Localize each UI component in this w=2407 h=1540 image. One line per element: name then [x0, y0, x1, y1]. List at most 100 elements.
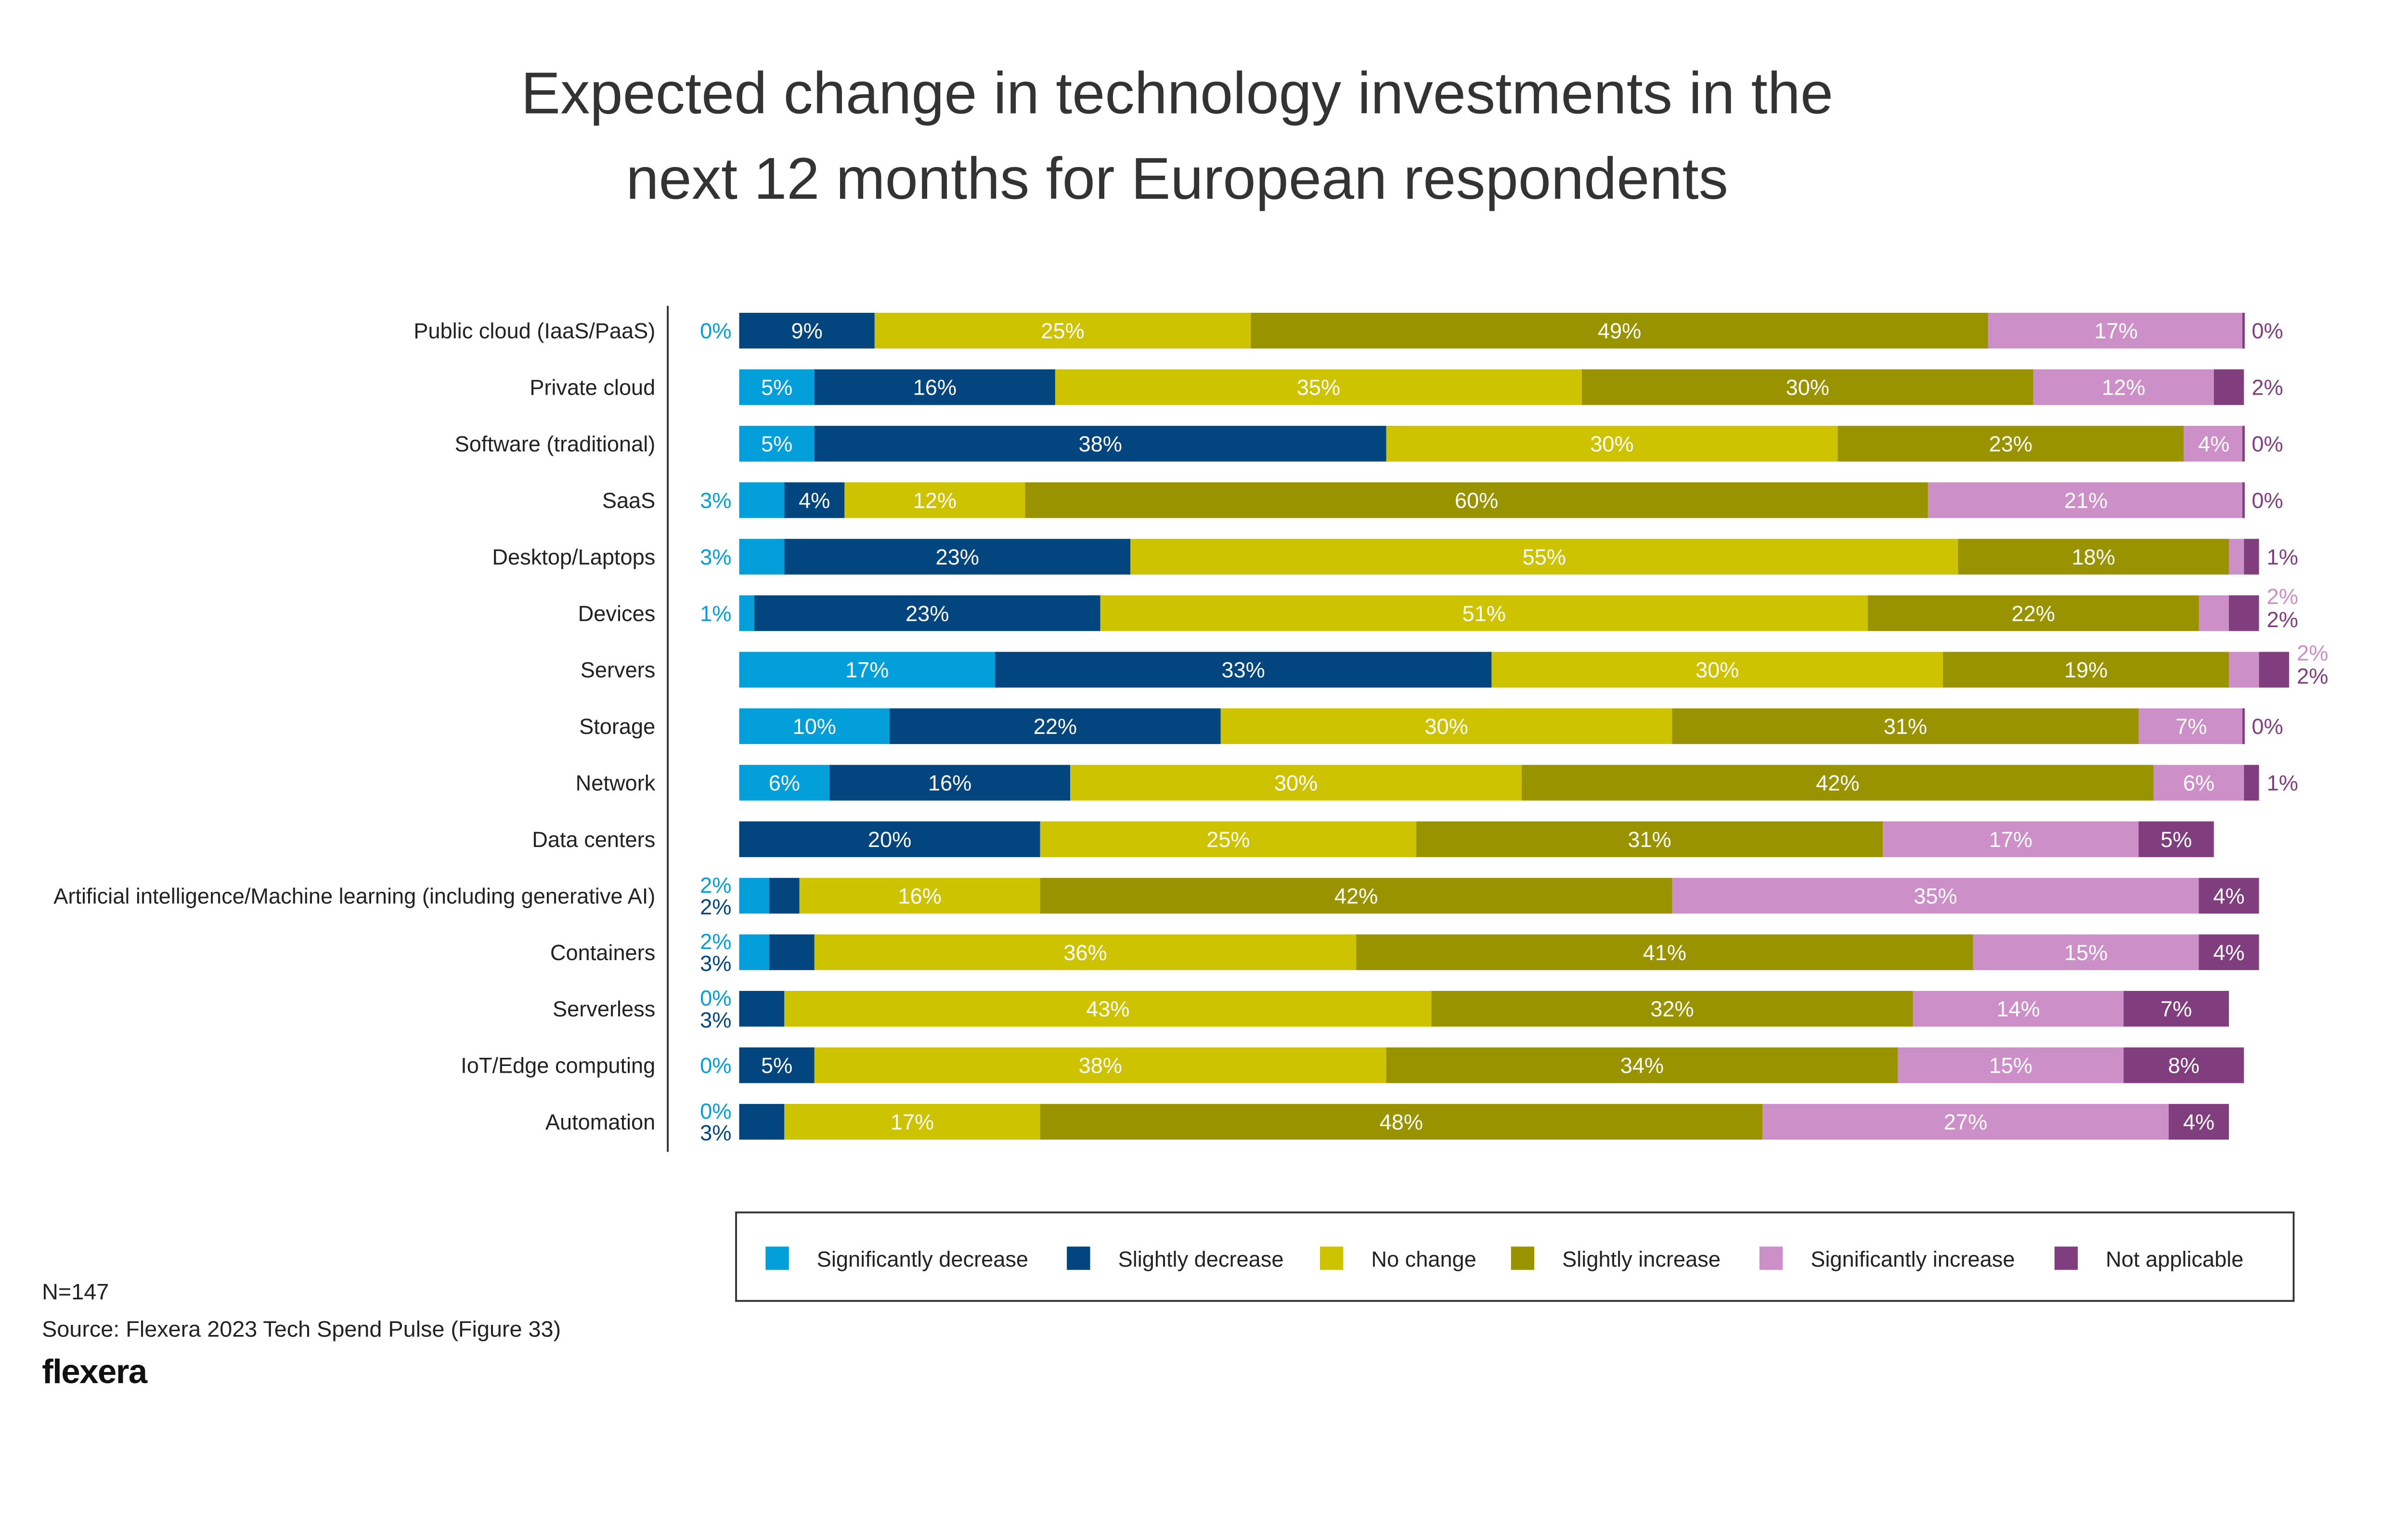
legend-label: Significantly increase	[1811, 1247, 2015, 1271]
data-label: 7%	[2161, 997, 2192, 1021]
bar-segment-significantly-increase	[2229, 539, 2244, 575]
outside-data-label: 0%	[2252, 432, 2283, 456]
bar-segment-not-applicable	[2168, 1104, 2229, 1140]
bar-segment-no-change	[1220, 708, 1672, 744]
outside-data-label: 2%	[2252, 375, 2283, 400]
bar-segment-no-change	[814, 934, 1357, 970]
bar-segment-slightly-increase	[1943, 652, 2229, 688]
data-label: 17%	[891, 1110, 934, 1134]
bar-segment-significantly-increase	[2138, 708, 2244, 744]
data-label: 22%	[1034, 714, 1077, 739]
data-label: 22%	[2011, 601, 2055, 626]
bar-segment-significantly-decrease	[739, 652, 995, 688]
bar-segment-slightly-increase	[1431, 991, 1913, 1027]
data-label: 38%	[1078, 432, 1122, 456]
chart-title-line-1: Expected change in technology investment…	[521, 60, 1833, 126]
data-label: 35%	[1914, 884, 1957, 908]
data-label: 60%	[1455, 488, 1498, 513]
bar-segment-significantly-decrease	[739, 595, 754, 631]
bar-segment-significantly-increase	[2153, 765, 2244, 801]
bar-segment-slightly-decrease	[739, 1047, 815, 1083]
data-label: 35%	[1297, 375, 1340, 400]
bar-segment-significantly-increase	[1762, 1104, 2169, 1140]
data-label: 48%	[1380, 1110, 1423, 1134]
category-label: Devices	[578, 601, 656, 626]
bar-segment-not-applicable	[2213, 369, 2244, 405]
bar-segment-significantly-increase	[1913, 991, 2124, 1027]
data-label: 55%	[1523, 545, 1566, 569]
legend-label: Slightly increase	[1562, 1247, 1721, 1271]
data-label: 30%	[1590, 432, 1633, 456]
bar-segment-slightly-decrease	[890, 708, 1221, 744]
bar-segment-not-applicable	[2242, 482, 2245, 518]
data-label: 5%	[2161, 827, 2192, 852]
category-label: Public cloud (IaaS/PaaS)	[414, 319, 655, 343]
bar-segment-slightly-decrease	[829, 765, 1071, 801]
legend-swatch-no-change	[1320, 1246, 1344, 1270]
data-label: 30%	[1786, 375, 1829, 400]
bar-segment-significantly-decrease	[739, 539, 785, 575]
bar-segment-significantly-increase	[1988, 312, 2244, 349]
data-label: 16%	[898, 884, 941, 908]
bar-segment-slightly-decrease	[814, 369, 1055, 405]
outside-data-label: 1%	[700, 601, 731, 626]
data-label: 16%	[913, 375, 957, 400]
bar-segment-slightly-increase	[1867, 595, 2199, 631]
legend-label: No change	[1371, 1247, 1476, 1271]
data-label: 10%	[793, 714, 836, 739]
data-label: 17%	[845, 658, 889, 682]
data-label: 18%	[2072, 545, 2115, 569]
category-label: Containers	[550, 940, 655, 965]
bar-segment-slightly-decrease	[739, 821, 1040, 857]
bar-segment-significantly-increase	[1928, 482, 2244, 518]
bar-segment-significantly-increase	[2184, 425, 2244, 462]
data-label: 34%	[1620, 1053, 1664, 1078]
data-label: 17%	[1989, 827, 2032, 852]
bar-segment-not-applicable	[2242, 708, 2245, 744]
category-label: SaaS	[602, 488, 655, 513]
data-label: 5%	[761, 375, 792, 400]
legend-swatch-significantly-increase	[1759, 1246, 1783, 1270]
legend-swatch-significantly-decrease	[765, 1246, 789, 1270]
legend-label: Not applicable	[2106, 1247, 2243, 1271]
bar-segment-not-applicable	[2123, 991, 2229, 1027]
data-label: 41%	[1643, 940, 1686, 965]
category-label: Serverless	[553, 997, 655, 1021]
bar-segment-no-change	[1386, 425, 1838, 462]
outside-data-label: 3%	[700, 1008, 731, 1032]
data-label: 43%	[1086, 997, 1129, 1021]
legend-swatch-not-applicable	[2054, 1246, 2078, 1270]
data-label: 27%	[1944, 1110, 1987, 1134]
bar-segment-not-applicable	[2259, 652, 2290, 688]
outside-data-label: 3%	[700, 545, 731, 569]
bar-segment-significantly-decrease	[739, 425, 815, 462]
data-label: 31%	[1884, 714, 1927, 739]
data-label: 21%	[2064, 488, 2108, 513]
bar-segment-significantly-increase	[1898, 1047, 2124, 1083]
data-label: 31%	[1628, 827, 1671, 852]
data-label: 5%	[761, 1053, 792, 1078]
bar-segment-significantly-decrease	[739, 934, 770, 970]
category-label: Software (traditional)	[455, 432, 656, 456]
category-label: Desktop/Laptops	[492, 545, 655, 569]
bar-segment-no-change	[784, 991, 1432, 1027]
category-label: Network	[576, 771, 656, 796]
outside-data-label: 1%	[2267, 771, 2298, 796]
bar-segment-slightly-decrease	[784, 482, 845, 518]
bar-segment-slightly-decrease	[739, 1104, 785, 1140]
category-label: Data centers	[532, 827, 655, 852]
bar-segment-significantly-decrease	[739, 878, 770, 914]
data-label: 30%	[1424, 714, 1468, 739]
bar-segment-slightly-increase	[1416, 821, 1883, 857]
data-label: 25%	[1041, 319, 1084, 343]
outside-data-label: 0%	[700, 319, 731, 343]
data-label: 15%	[2064, 940, 2108, 965]
bar-segment-slightly-decrease	[769, 878, 800, 914]
bar-segment-not-applicable	[2229, 595, 2259, 631]
category-label: Storage	[579, 714, 655, 739]
category-label: Automation	[545, 1110, 655, 1134]
bar-segment-no-change	[1055, 369, 1582, 405]
bar-segment-slightly-increase	[1251, 312, 1988, 349]
bar-segment-not-applicable	[2199, 934, 2259, 970]
data-label: 6%	[769, 771, 800, 796]
